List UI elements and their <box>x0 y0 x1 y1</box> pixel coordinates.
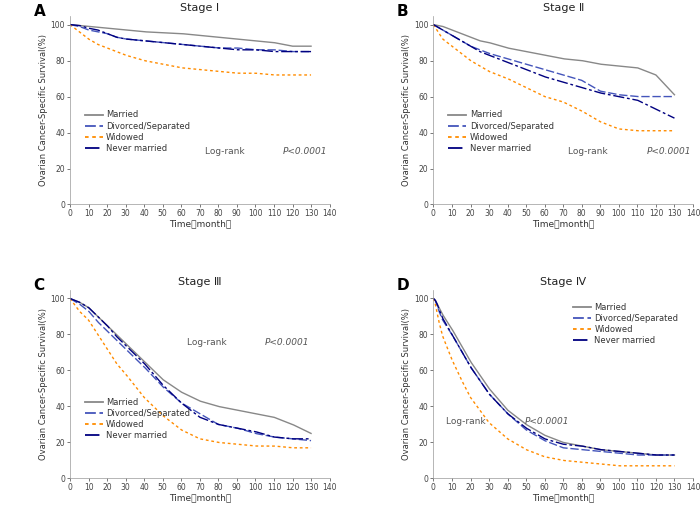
X-axis label: Time（month）: Time（month） <box>169 493 231 503</box>
Title: Stage Ⅱ: Stage Ⅱ <box>542 4 584 14</box>
Y-axis label: Ovarian Cancer-Specific Survival(%): Ovarian Cancer-Specific Survival(%) <box>402 34 412 186</box>
Text: Log-rank: Log-rank <box>568 147 611 156</box>
Y-axis label: Ovarian Cancer-Specific Survival(%): Ovarian Cancer-Specific Survival(%) <box>39 34 48 186</box>
Legend: Married, Divorced/Separated, Widowed, Never married: Married, Divorced/Separated, Widowed, Ne… <box>85 110 190 153</box>
Text: Log-rank: Log-rank <box>187 338 230 347</box>
Text: C: C <box>34 278 45 293</box>
X-axis label: Time（month）: Time（month） <box>532 493 594 503</box>
Legend: Married, Divorced/Separated, Widowed, Never married: Married, Divorced/Separated, Widowed, Ne… <box>448 110 554 153</box>
Text: P<0.0001: P<0.0001 <box>524 417 569 426</box>
Legend: Married, Divorced/Separated, Widowed, Never married: Married, Divorced/Separated, Widowed, Ne… <box>85 398 190 440</box>
Text: P<0.0001: P<0.0001 <box>283 147 328 156</box>
Text: P<0.0001: P<0.0001 <box>265 338 309 347</box>
Text: Log-rank: Log-rank <box>447 417 489 426</box>
Text: Log-rank: Log-rank <box>205 147 248 156</box>
Title: Stage Ⅰ: Stage Ⅰ <box>180 4 219 14</box>
Y-axis label: Ovarian Cancer-Specific Survival(%): Ovarian Cancer-Specific Survival(%) <box>39 308 48 460</box>
Legend: Married, Divorced/Separated, Widowed, Never married: Married, Divorced/Separated, Widowed, Ne… <box>573 303 678 345</box>
Text: D: D <box>397 278 410 293</box>
Title: Stage Ⅳ: Stage Ⅳ <box>540 277 587 288</box>
Title: Stage Ⅲ: Stage Ⅲ <box>178 277 221 288</box>
Text: P<0.0001: P<0.0001 <box>646 147 691 156</box>
X-axis label: Time（month）: Time（month） <box>169 220 231 229</box>
Text: A: A <box>34 4 46 19</box>
X-axis label: Time（month）: Time（month） <box>532 220 594 229</box>
Y-axis label: Ovarian Cancer-Specific Survival(%): Ovarian Cancer-Specific Survival(%) <box>402 308 412 460</box>
Text: B: B <box>397 4 409 19</box>
